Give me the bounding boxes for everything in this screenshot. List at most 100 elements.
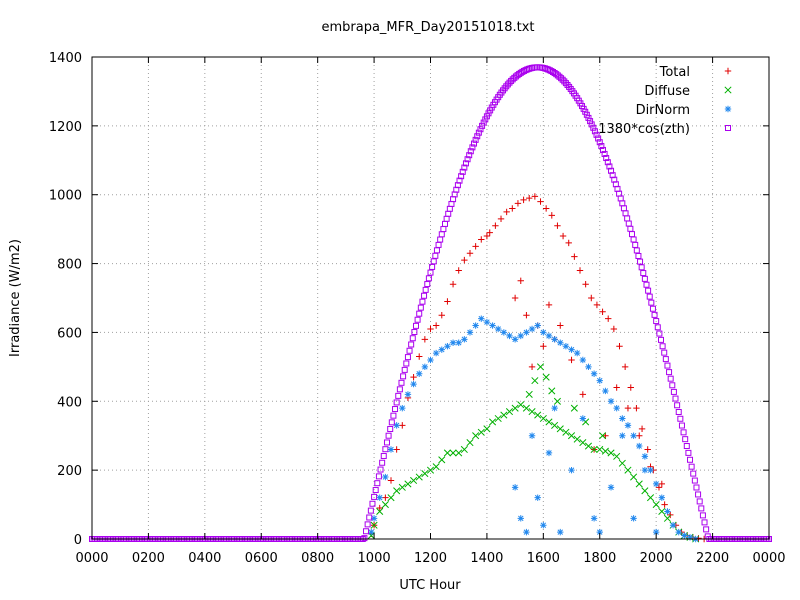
data-point	[603, 155, 610, 162]
data-point	[403, 360, 410, 367]
data-point	[596, 528, 603, 536]
legend-label: Diffuse	[644, 84, 690, 99]
data-point	[421, 363, 429, 371]
data-point	[472, 243, 479, 250]
data-point	[545, 449, 553, 457]
data-point	[376, 504, 383, 512]
data-point	[466, 152, 473, 159]
data-point	[646, 293, 653, 300]
data-point	[449, 339, 457, 346]
data-point	[637, 258, 644, 265]
data-point	[680, 429, 687, 436]
x-tick-label: 0000	[75, 551, 108, 566]
data-point	[366, 514, 373, 521]
data-point	[643, 281, 650, 288]
data-point	[374, 480, 381, 487]
data-point	[618, 459, 626, 467]
data-point	[478, 315, 485, 322]
data-point	[627, 225, 634, 232]
data-point	[633, 247, 640, 254]
data-point	[489, 322, 496, 329]
data-point	[415, 473, 423, 481]
data-point	[540, 329, 547, 336]
data-point	[663, 514, 672, 522]
data-point	[364, 521, 371, 528]
data-point	[483, 232, 491, 240]
data-point	[606, 163, 613, 170]
data-point	[658, 336, 665, 343]
data-point	[511, 336, 519, 343]
data-point	[525, 390, 533, 398]
data-point	[636, 442, 643, 450]
data-point	[409, 335, 416, 342]
data-point	[483, 113, 490, 120]
data-point	[640, 270, 647, 277]
data-point	[455, 267, 462, 274]
data-point	[449, 449, 457, 457]
data-point	[667, 375, 674, 382]
data-point	[659, 343, 666, 350]
data-point	[688, 463, 695, 470]
data-point	[534, 411, 542, 419]
data-point	[607, 484, 615, 491]
data-point	[562, 343, 570, 350]
data-point	[408, 341, 415, 348]
data-point	[414, 316, 421, 323]
data-point	[649, 305, 656, 312]
data-point	[459, 168, 466, 175]
data-point	[438, 456, 446, 464]
data-point	[367, 532, 375, 540]
data-point	[442, 220, 449, 227]
data-point	[440, 226, 447, 233]
data-point	[500, 411, 508, 419]
data-point	[471, 140, 478, 147]
data-point	[598, 143, 605, 150]
data-point	[430, 258, 437, 265]
data-point	[404, 391, 412, 398]
data-point	[703, 526, 710, 533]
data-point	[579, 391, 587, 398]
data-point	[542, 373, 550, 381]
data-point	[664, 362, 671, 369]
data-point	[398, 379, 405, 386]
data-point	[508, 77, 515, 84]
data-point	[655, 484, 663, 491]
data-point	[554, 222, 561, 229]
data-point	[556, 425, 564, 433]
y-tick-label: 400	[57, 395, 82, 410]
data-point	[511, 294, 519, 302]
series-2	[368, 315, 699, 543]
data-point	[638, 425, 646, 433]
data-point	[690, 470, 697, 477]
data-point	[565, 239, 572, 247]
data-point	[455, 449, 463, 457]
data-point	[596, 445, 604, 454]
data-point	[522, 404, 530, 412]
data-point	[421, 292, 428, 299]
data-point	[536, 363, 545, 371]
data-point	[506, 79, 513, 86]
data-point	[576, 267, 584, 274]
data-point	[495, 325, 502, 333]
data-point	[387, 494, 395, 502]
data-point	[438, 231, 445, 238]
data-point	[608, 167, 615, 174]
data-point	[381, 501, 389, 509]
data-point	[596, 139, 603, 146]
data-point	[588, 121, 595, 128]
data-point	[653, 318, 660, 325]
data-point	[579, 356, 587, 364]
data-point	[651, 311, 658, 318]
data-point	[437, 236, 444, 243]
data-point	[539, 414, 547, 423]
data-point	[475, 129, 482, 136]
data-point	[393, 446, 400, 453]
data-point	[669, 522, 677, 529]
data-point	[438, 346, 445, 353]
data-point	[396, 386, 403, 393]
data-point	[368, 528, 375, 536]
data-point	[584, 442, 593, 450]
data-point	[503, 83, 510, 90]
data-point	[619, 200, 626, 207]
data-point	[616, 343, 623, 350]
